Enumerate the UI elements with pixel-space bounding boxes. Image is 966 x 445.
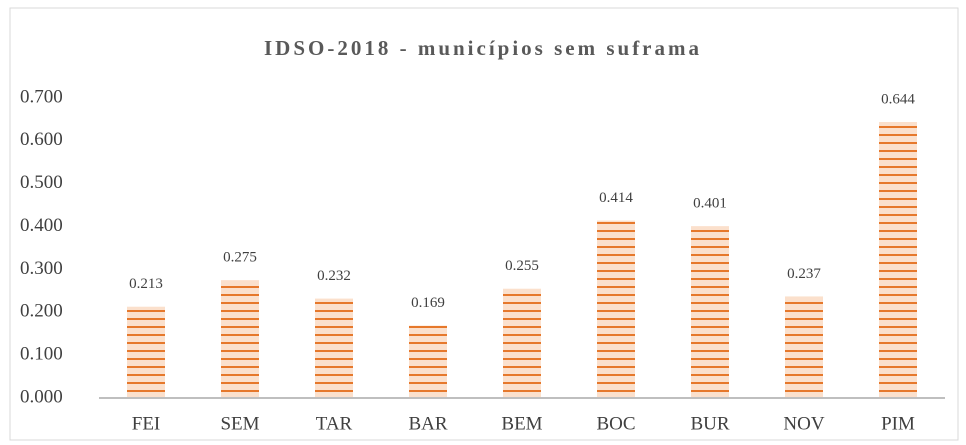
y-tick-label: 0.700	[20, 86, 63, 107]
bar	[503, 288, 541, 398]
bar	[785, 296, 823, 398]
y-tick-label: 0.200	[20, 301, 63, 322]
bar	[597, 220, 635, 398]
value-label: 0.232	[317, 268, 351, 284]
value-label: 0.644	[881, 91, 915, 107]
bar	[315, 298, 353, 398]
y-tick-label: 0.000	[20, 386, 63, 407]
bar	[691, 226, 729, 398]
bar	[221, 280, 259, 398]
x-tick-label: PIM	[881, 413, 915, 434]
value-label: 0.401	[693, 196, 727, 212]
x-tick-label: TAR	[316, 413, 353, 434]
y-tick-label: 0.400	[20, 215, 63, 236]
value-label: 0.237	[787, 266, 821, 282]
value-label: 0.414	[599, 190, 633, 206]
y-tick-label: 0.300	[20, 258, 63, 279]
x-tick-label: FEI	[132, 413, 161, 434]
x-tick-label: BEM	[501, 413, 542, 434]
y-tick-label: 0.600	[20, 129, 63, 150]
chart-title: IDSO-2018 - municípios sem suframa	[264, 36, 702, 60]
bar	[879, 122, 917, 398]
value-label: 0.255	[505, 258, 539, 274]
value-label: 0.275	[223, 250, 257, 266]
y-tick-label: 0.500	[20, 172, 63, 193]
x-tick-label: BUR	[690, 413, 729, 434]
x-tick-label: BAR	[408, 413, 447, 434]
value-label: 0.213	[129, 276, 163, 292]
x-tick-label: BOC	[596, 413, 635, 434]
y-tick-label: 0.100	[20, 344, 63, 365]
x-tick-label: NOV	[783, 413, 824, 434]
x-tick-label: SEM	[220, 413, 259, 434]
value-label: 0.169	[411, 295, 445, 311]
bar	[409, 325, 447, 398]
bar	[127, 306, 165, 398]
